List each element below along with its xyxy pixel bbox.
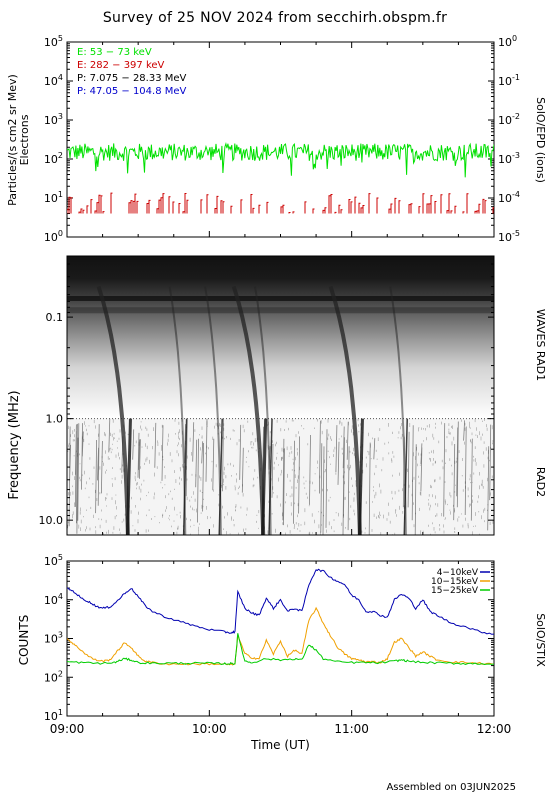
type-iii-burst-rad2 <box>403 418 408 535</box>
type-iii-burst-rad2 <box>125 418 132 535</box>
type-iii-burst <box>328 286 362 535</box>
stix-x-tick-label: 12:00 <box>477 722 512 736</box>
waves-rad1-label: WAVES RAD1 <box>534 309 547 381</box>
stix-x-label: Time (UT) <box>250 738 310 752</box>
epd-right-label: SolO/EPD (ions) <box>534 97 547 183</box>
stix-x-tick-label: 10:00 <box>192 722 227 736</box>
figure-title: Survey of 25 NOV 2024 from secchirh.obsp… <box>102 10 448 26</box>
waves-y-label: Frequency (MHz) <box>7 390 22 499</box>
epd-legend-entry: P: 47.05 − 104.8 MeV <box>77 86 187 97</box>
stix-y-tick-label: 105 <box>44 553 63 568</box>
epd-legend-entry: E: 53 − 73 keV <box>77 47 152 58</box>
type-iii-burst-rad2 <box>182 418 188 535</box>
type-iii-burst <box>389 286 407 535</box>
epd-y-tick-label: 102 <box>44 151 63 166</box>
stix-legend-label: 10−15keV <box>431 577 479 587</box>
epd-panel: 100 101 102 103 104 105 10-5 10-4 10-3 10-2 10-1 10… <box>6 34 547 244</box>
waves-y-tick-label: 1.0 <box>46 413 64 426</box>
stix-y-label: COUNTS <box>17 615 31 666</box>
type-iii-burst <box>204 286 222 535</box>
stix-right-label: SolO/STIX <box>534 613 547 667</box>
spectrogram-band <box>67 296 494 301</box>
epd-legend-entry: E: 282 − 397 keV <box>77 60 165 71</box>
epd-series-group <box>67 141 494 214</box>
stix-10-15kev-line <box>67 606 494 666</box>
type-iii-burst <box>254 286 272 535</box>
type-iii-burst <box>231 286 266 535</box>
epd-y-tick-label: 101 <box>44 190 63 205</box>
epd-y-tick-label: 105 <box>44 34 63 49</box>
epd-y2-tick-label: 10-4 <box>498 190 520 205</box>
epd-y2-tick-label: 10-2 <box>498 112 520 127</box>
stix-frame <box>66 560 495 717</box>
waves-rad2-label: RAD2 <box>534 467 547 497</box>
rad2-streaks <box>68 418 492 535</box>
stix-15-25kev-line <box>67 633 494 666</box>
stix-y-tick-label: 101 <box>44 708 63 723</box>
epd-y-tick-label: 103 <box>44 112 63 127</box>
stix-y-tick-label: 103 <box>44 631 63 646</box>
epd-y-tick-label: 104 <box>44 73 63 88</box>
epd-y-tick-label: 100 <box>44 229 63 244</box>
electron-low-energy-line <box>67 141 494 178</box>
stix-x-tick-label: 09:00 <box>50 722 85 736</box>
epd-y-label: Particles/(s cm2 sr Mev) <box>6 74 19 206</box>
stix-x-tick-label: 11:00 <box>334 722 369 736</box>
assembly-note: Assembled on 03JUN2025 <box>386 782 516 793</box>
stix-panel: 101 102 103 104 105 09:00 10:00 11:00 12:00 Time … <box>17 553 547 752</box>
type-iii-burst-rad2 <box>261 418 268 535</box>
epd-y-label-species: Electrons <box>18 114 31 165</box>
stix-legend-label: 4−10keV <box>437 568 479 578</box>
waves-spectrogram <box>67 256 494 535</box>
stix-y-tick-label: 104 <box>44 592 63 607</box>
waves-panel: 0.1 1.0 10.0 Frequency (MHz) WAVES RAD1 RAD2 <box>7 255 547 536</box>
epd-y2-tick-label: 10-3 <box>498 151 520 166</box>
stix-4-10kev-line <box>67 568 494 635</box>
type-iii-burst-rad2 <box>268 418 273 535</box>
epd-y2-tick-label: 100 <box>498 34 517 49</box>
epd-y2-tick-label: 10-5 <box>498 229 520 244</box>
stix-legend-label: 15−25keV <box>431 586 479 596</box>
waves-y-tick-label: 10.0 <box>39 514 64 527</box>
type-iii-burst <box>96 286 130 535</box>
epd-y2-tick-label: 10-1 <box>498 73 520 88</box>
type-iii-burst <box>168 286 187 535</box>
type-iii-burst-rad2 <box>218 418 223 535</box>
stix-series-group <box>67 568 494 666</box>
stix-y-tick-label: 102 <box>44 669 63 684</box>
epd-legend-entry: P: 7.075 − 28.33 MeV <box>77 73 187 84</box>
waves-y-tick-label: 0.1 <box>46 311 64 324</box>
electron-high-energy-line <box>67 192 494 214</box>
spectrogram-band <box>67 307 494 314</box>
